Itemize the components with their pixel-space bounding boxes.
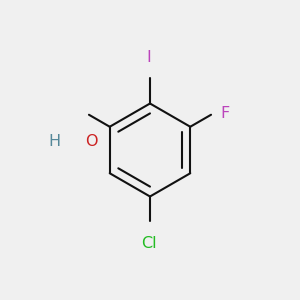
- Text: I: I: [146, 50, 151, 64]
- Text: F: F: [220, 106, 230, 122]
- Text: Cl: Cl: [141, 236, 156, 250]
- Text: H: H: [48, 134, 60, 148]
- Text: O: O: [85, 134, 98, 148]
